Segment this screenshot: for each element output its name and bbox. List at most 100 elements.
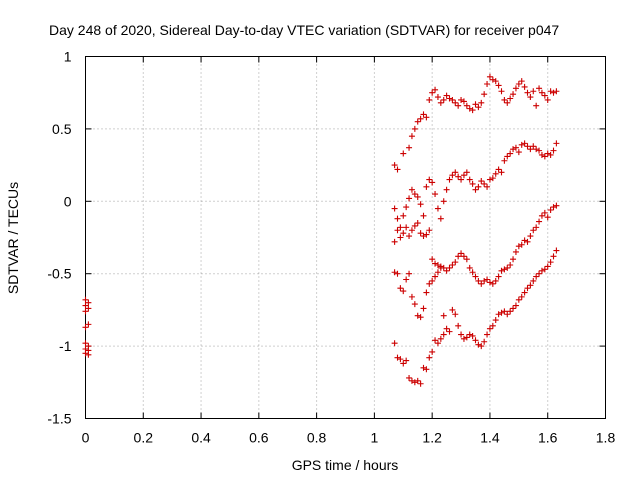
data-point — [475, 277, 482, 284]
data-point — [492, 277, 499, 284]
data-point — [533, 273, 540, 280]
data-point — [547, 151, 554, 158]
data-point — [463, 169, 470, 176]
gridlines — [85, 56, 606, 419]
data-point — [443, 325, 450, 332]
data-point — [400, 150, 407, 157]
data-point — [524, 89, 531, 96]
data-point — [469, 180, 476, 187]
data-point — [541, 266, 548, 273]
data-point — [495, 311, 502, 318]
data-point — [527, 146, 534, 153]
data-point — [507, 95, 514, 102]
data-point — [478, 99, 485, 106]
data-point — [501, 96, 508, 103]
series-group-1 — [82, 73, 560, 358]
data-point — [541, 209, 548, 216]
y-tick-label: -1.5 — [47, 411, 71, 427]
data-point — [507, 308, 514, 315]
x-tick-label: 1 — [370, 430, 378, 446]
data-point — [432, 273, 439, 280]
data-point — [515, 243, 522, 250]
data-point — [550, 253, 557, 260]
data-point — [434, 340, 441, 347]
data-point — [443, 186, 450, 193]
data-point — [515, 81, 522, 88]
data-point — [420, 233, 427, 240]
data-point — [524, 143, 531, 150]
data-point — [400, 230, 407, 237]
data-point — [527, 233, 534, 240]
data-point — [530, 227, 537, 234]
data-point — [478, 178, 485, 185]
data-point — [550, 89, 557, 96]
data-point — [423, 114, 430, 121]
x-tick-label: 0.6 — [249, 430, 269, 446]
data-point — [414, 118, 421, 125]
data-point — [400, 212, 407, 219]
data-point — [536, 85, 543, 92]
data-point — [475, 341, 482, 348]
data-point — [518, 293, 525, 300]
data-point — [486, 325, 493, 332]
data-point — [434, 94, 441, 101]
data-point — [460, 98, 467, 105]
x-tick-label: 0.8 — [307, 430, 327, 446]
data-point — [449, 172, 456, 179]
data-point — [391, 162, 398, 169]
data-point — [411, 191, 418, 198]
data-point — [475, 104, 482, 111]
data-point — [458, 250, 465, 257]
data-point — [411, 379, 418, 386]
data-point — [411, 222, 418, 229]
data-point — [550, 204, 557, 211]
y-axis-label: SDTVAR / TECUs — [5, 182, 21, 294]
data-point — [85, 299, 92, 306]
data-point — [403, 224, 410, 231]
data-point — [426, 176, 433, 183]
data-point — [446, 328, 453, 335]
data-point — [541, 92, 548, 99]
data-point — [423, 289, 430, 296]
data-point — [507, 262, 514, 269]
data-point — [440, 96, 447, 103]
data-point — [420, 364, 427, 371]
data-point — [452, 311, 459, 318]
data-point — [426, 227, 433, 234]
data-point — [420, 111, 427, 118]
data-point — [515, 296, 522, 303]
data-point — [481, 91, 488, 98]
data-point — [434, 269, 441, 276]
data-point — [547, 259, 554, 266]
data-point — [495, 273, 502, 280]
data-point — [432, 260, 439, 267]
data-point — [452, 99, 459, 106]
data-point — [432, 337, 439, 344]
data-point — [429, 89, 436, 96]
data-point — [466, 176, 473, 183]
x-tick-label: 1.6 — [538, 430, 558, 446]
data-point — [518, 241, 525, 248]
data-point — [406, 195, 413, 202]
data-point — [460, 335, 467, 342]
data-point — [504, 264, 511, 271]
data-point — [512, 248, 519, 255]
data-point — [406, 374, 413, 381]
data-point — [510, 305, 517, 312]
data-point — [432, 86, 439, 93]
data-point — [414, 312, 421, 319]
data-point — [472, 186, 479, 193]
data-point — [472, 273, 479, 280]
data-point — [469, 332, 476, 339]
data-point — [423, 231, 430, 238]
data-point — [408, 377, 415, 384]
data-point — [504, 99, 511, 106]
data-point — [426, 280, 433, 287]
data-point — [527, 282, 534, 289]
data-point — [443, 92, 450, 99]
data-point — [501, 266, 508, 273]
data-point — [507, 150, 514, 157]
data-point — [417, 115, 424, 122]
data-point — [440, 198, 447, 205]
data-point — [492, 78, 499, 85]
